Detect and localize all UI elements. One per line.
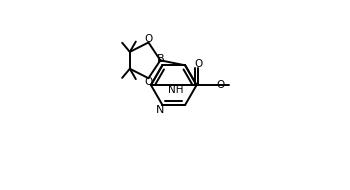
Text: O: O (194, 59, 202, 69)
Text: B: B (156, 54, 164, 64)
Text: NH: NH (168, 85, 183, 95)
Text: O: O (216, 80, 225, 90)
Text: O: O (145, 77, 153, 87)
Text: N: N (156, 105, 164, 115)
Text: O: O (145, 34, 153, 44)
